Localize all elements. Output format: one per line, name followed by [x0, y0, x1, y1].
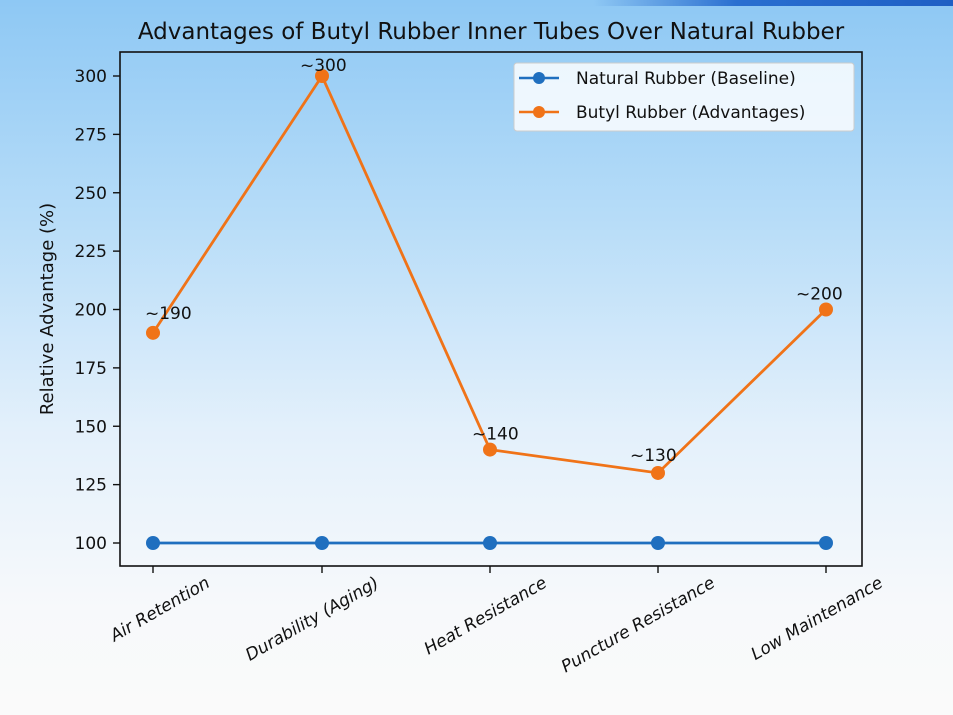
y-axis: 100 125 150 175 200 225 250 275 300 — [75, 67, 120, 554]
y-tick-label: 300 — [75, 67, 107, 87]
series-butyl-rubber — [146, 69, 833, 480]
data-point — [315, 536, 329, 550]
legend: Natural Rubber (Baseline) Butyl Rubber (… — [513, 62, 855, 132]
legend-marker-icon — [533, 72, 545, 84]
x-tick-label: Low Maintenance — [748, 573, 887, 665]
legend-label: Butyl Rubber (Advantages) — [576, 103, 805, 123]
y-tick-label: 125 — [75, 476, 107, 496]
y-tick-label: 175 — [75, 359, 107, 379]
data-point — [483, 536, 497, 550]
legend-marker-icon — [533, 106, 545, 118]
x-tick-label: Heat Resistance — [421, 573, 551, 659]
legend-item-butyl-rubber: Butyl Rubber (Advantages) — [519, 103, 805, 123]
y-tick-label: 225 — [75, 242, 107, 262]
data-point — [651, 536, 665, 550]
y-tick-label: 250 — [75, 184, 107, 204]
data-annotation: ~300 — [300, 56, 347, 76]
data-point — [315, 69, 329, 83]
data-annotation: ~200 — [796, 285, 843, 305]
data-annotation: ~130 — [630, 446, 677, 466]
x-axis: Air Retention Durability (Aging) Heat Resi… — [106, 566, 887, 677]
data-annotation: ~140 — [472, 425, 519, 445]
legend-label: Natural Rubber (Baseline) — [576, 69, 796, 89]
y-tick-label: 200 — [75, 301, 107, 321]
data-point — [651, 465, 665, 480]
y-tick-label: 150 — [75, 417, 107, 437]
y-tick-label: 275 — [75, 125, 107, 145]
x-tick-label: Air Retention — [106, 573, 213, 647]
series-layer — [146, 69, 833, 550]
data-point — [483, 442, 497, 457]
x-tick-label: Puncture Resistance — [558, 573, 719, 677]
data-point — [146, 536, 160, 550]
annotations: ~190 ~300 ~140 ~130 ~200 — [145, 56, 843, 466]
y-axis-label: Relative Advantage (%) — [37, 203, 58, 415]
decorative-top-bar — [593, 0, 953, 6]
data-point — [819, 536, 833, 550]
data-point — [819, 302, 833, 317]
legend-item-natural-rubber: Natural Rubber (Baseline) — [519, 69, 796, 89]
x-tick-label: Durability (Aging) — [242, 573, 382, 665]
chart-title: Advantages of Butyl Rubber Inner Tubes O… — [138, 19, 845, 45]
data-point — [146, 325, 160, 340]
data-annotation: ~190 — [145, 304, 192, 324]
series-natural-rubber — [146, 536, 833, 550]
y-tick-label: 100 — [75, 534, 107, 554]
